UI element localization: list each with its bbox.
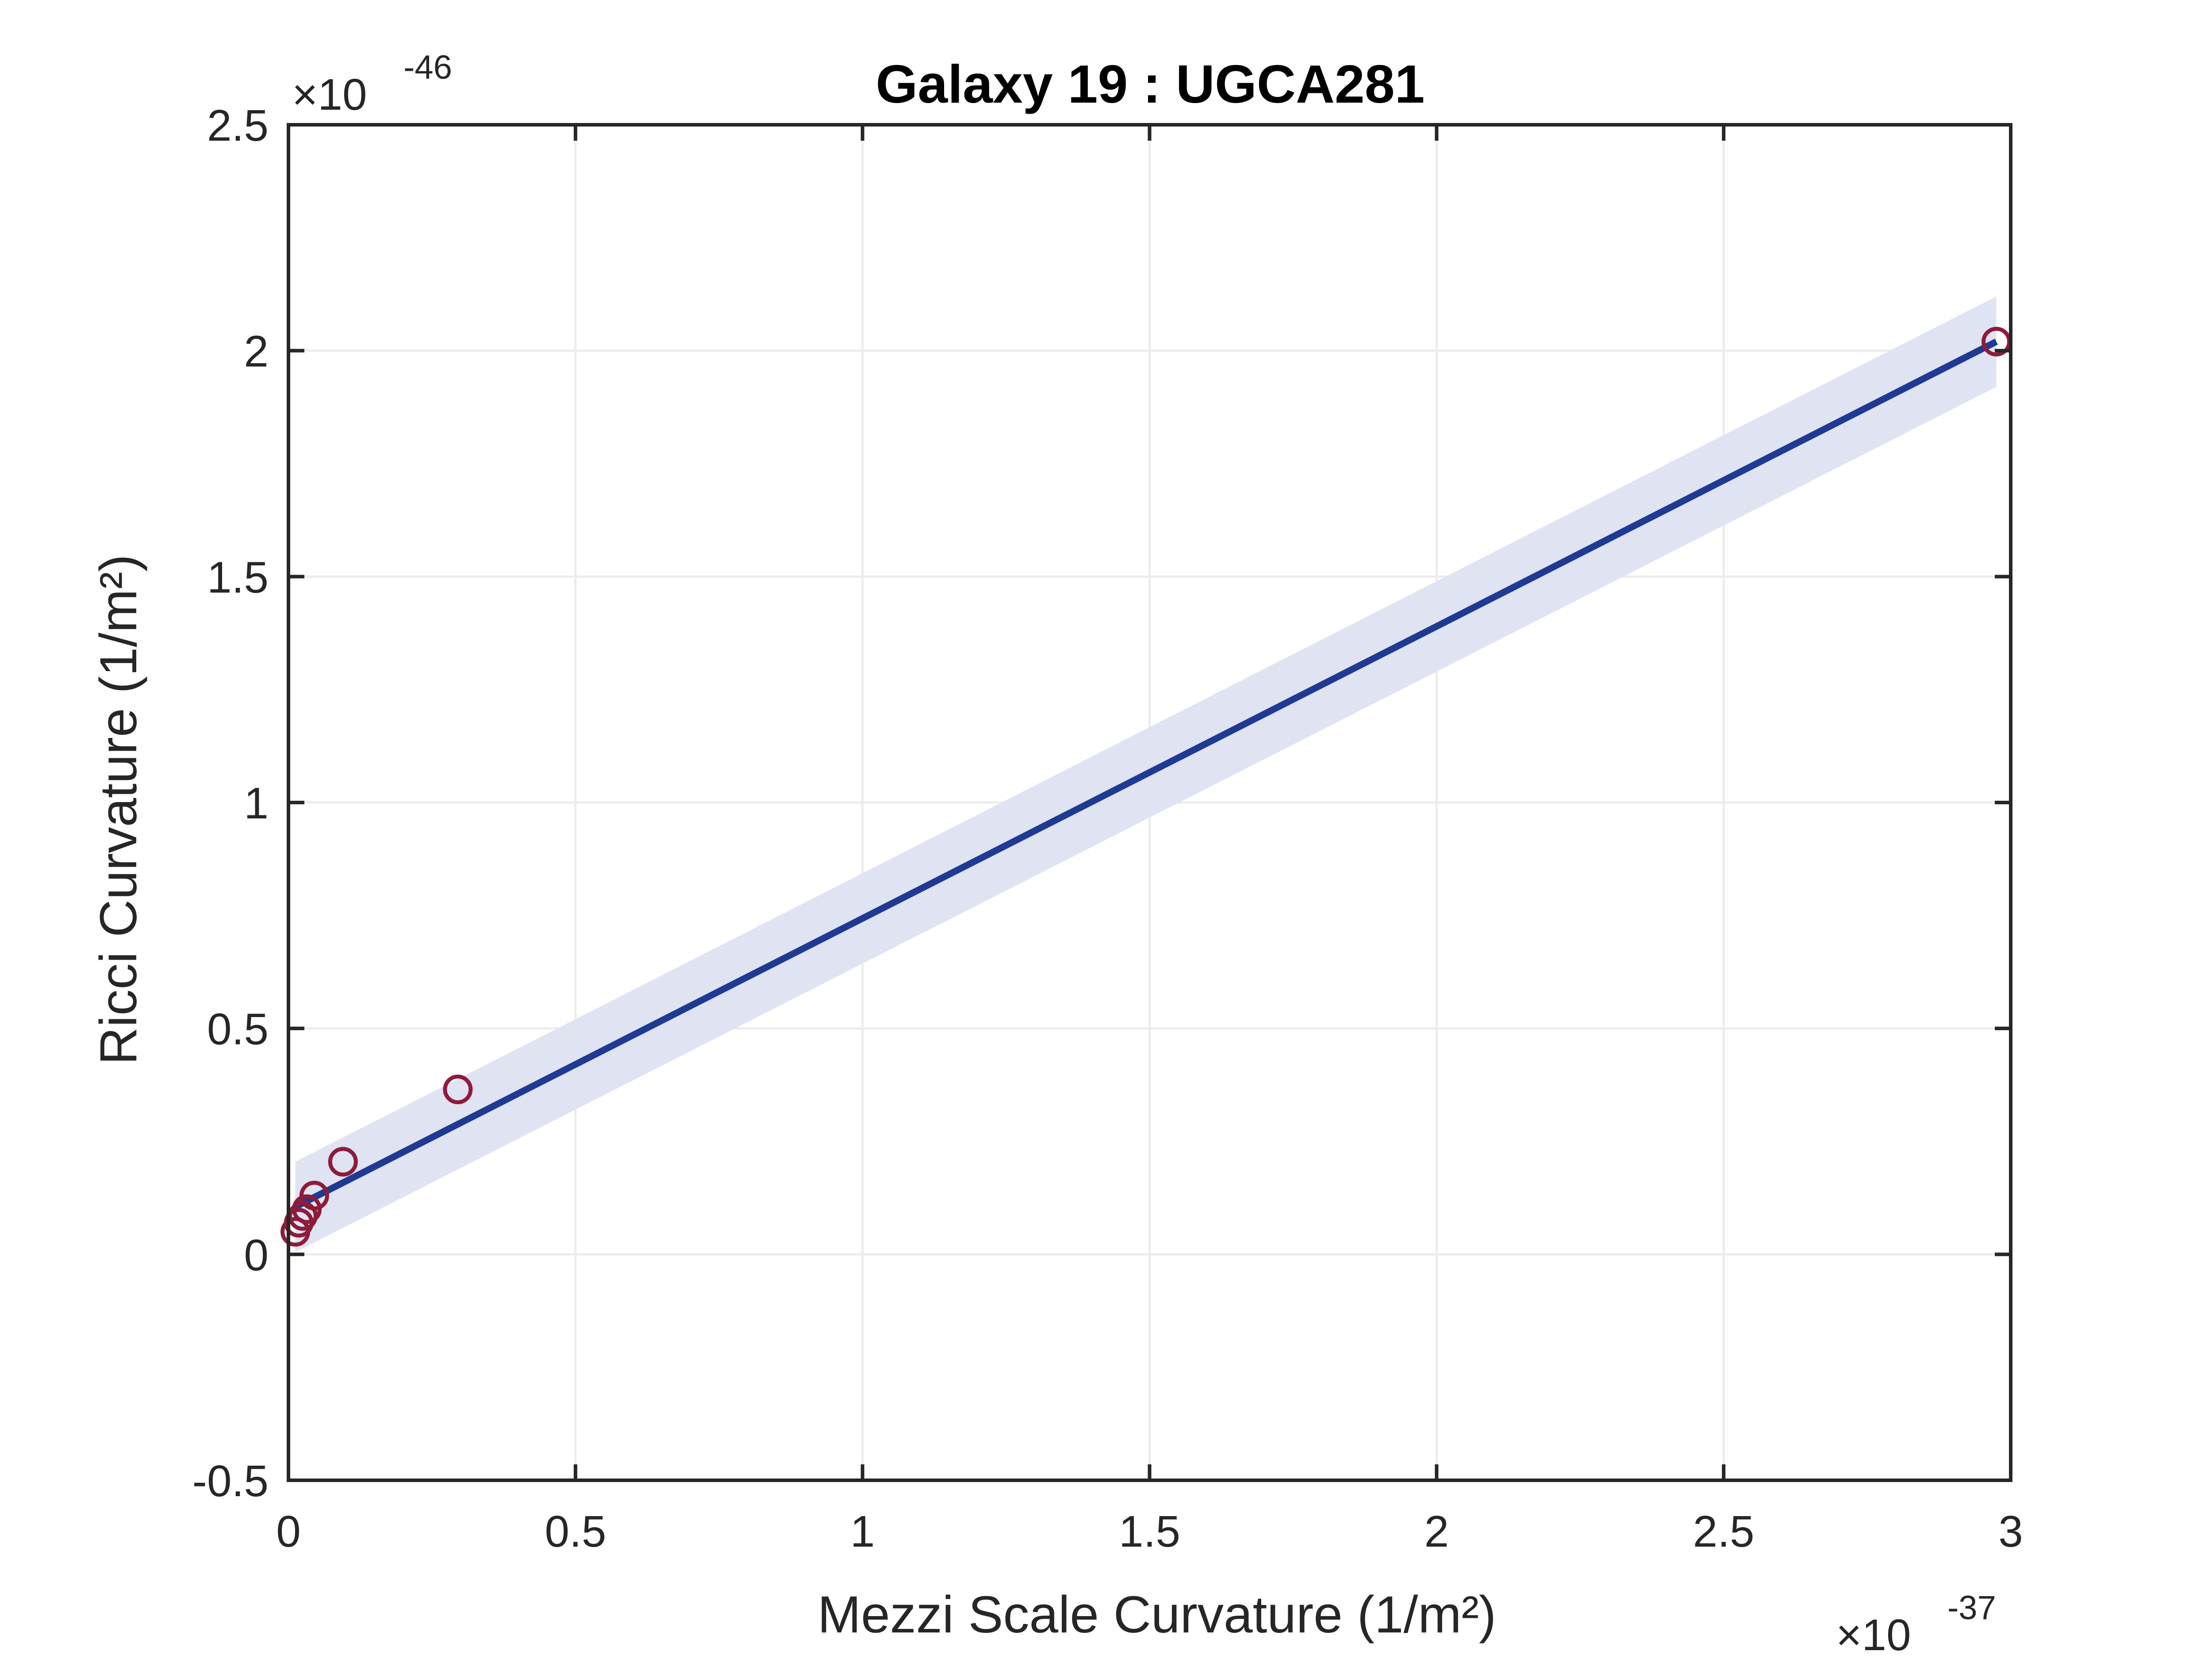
data-point: [299, 1181, 329, 1211]
x-tick-label: 0: [276, 1507, 301, 1556]
data-point: [328, 1147, 358, 1177]
x-tick-label: 2: [1425, 1507, 1449, 1556]
y-axis-multiplier: ×10 -46: [292, 49, 452, 119]
y-tick-labels: -0.5 0 0.5 1 1.5 2 2.5: [192, 101, 269, 1506]
x-tick-label: 1.5: [1119, 1507, 1180, 1556]
y-tick-label: 0.5: [207, 1005, 269, 1054]
x-tick-labels: 0 0.5 1 1.5 2 2.5 3: [276, 1507, 2023, 1556]
y-tick-label: 1.5: [207, 553, 269, 602]
x-tick-label: 1: [850, 1507, 875, 1556]
y-tick-label: 1: [244, 779, 269, 828]
axis-ticks: [287, 123, 2012, 1482]
y-axis-title: Ricci Curvature (1/m²): [89, 554, 148, 1065]
y-multiplier-exponent: -46: [403, 49, 452, 86]
fit-line: [294, 338, 1998, 1210]
y-tick-label: 0: [244, 1230, 269, 1280]
x-tick-label: 0.5: [545, 1507, 606, 1556]
x-multiplier-base: ×10: [1836, 1610, 1911, 1659]
x-tick-label: 3: [1998, 1507, 2023, 1556]
y-tick-label: -0.5: [192, 1456, 269, 1506]
x-tick-label: 2.5: [1693, 1507, 1755, 1556]
data-point: [443, 1075, 473, 1105]
x-multiplier-exponent: -37: [1947, 1589, 1996, 1627]
x-axis-multiplier: ×10 -37: [1836, 1589, 1996, 1659]
chart-title: Galaxy 19 : UGCA281: [876, 54, 1425, 114]
y-tick-label: 2: [244, 327, 269, 376]
y-tick-label: 2.5: [207, 101, 269, 150]
x-axis-title: Mezzi Scale Curvature (1/m²): [818, 1586, 1496, 1644]
y-multiplier-base: ×10: [292, 70, 367, 119]
fit-line-layer: [294, 338, 1998, 1210]
